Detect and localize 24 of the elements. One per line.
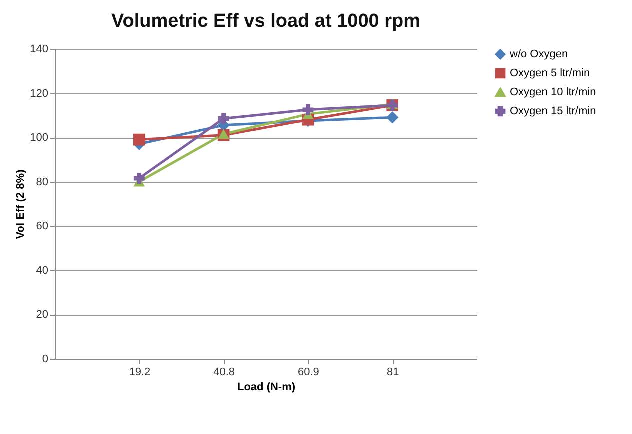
legend-label: w/o Oxygen	[509, 48, 568, 60]
y-tick-label: 20	[36, 309, 48, 322]
x-tick-label: 81	[386, 366, 400, 378]
x-tick-label: 40.8	[214, 366, 236, 378]
legend-label: Oxygen 10 ltr/min	[510, 86, 596, 98]
x-axis-title: Load (N-m)	[237, 382, 296, 394]
y-axis-title: Vol Eff (2 8%)	[15, 169, 28, 240]
y-tick-label: 80	[36, 176, 48, 188]
point	[218, 113, 230, 124]
point	[386, 112, 399, 124]
y-tick-label: 40	[36, 264, 48, 277]
legend-label: Oxygen 5 ltr/min	[510, 68, 590, 80]
point	[133, 134, 146, 146]
y-tick-label: 0	[42, 354, 48, 366]
legend-label: Oxygen 15 ltr/min	[510, 106, 596, 118]
point	[134, 173, 145, 184]
y-tick-label: 60	[36, 220, 48, 233]
point	[302, 104, 314, 116]
y-tick-label: 120	[30, 88, 48, 100]
y-tick-label: 140	[30, 44, 48, 56]
chart-title: Volumetric Eff vs load at 1000 rpm	[111, 11, 421, 32]
x-tick-label: 60.9	[298, 366, 320, 378]
y-tick-label: 100	[30, 132, 48, 144]
x-tick-label: 19.2	[129, 366, 151, 378]
